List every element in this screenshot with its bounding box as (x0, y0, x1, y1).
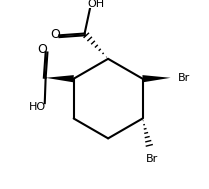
Polygon shape (143, 75, 171, 82)
Text: Br: Br (177, 73, 190, 83)
Text: Br: Br (146, 154, 158, 164)
Text: HO: HO (29, 102, 46, 112)
Text: O: O (50, 28, 60, 41)
Text: O: O (38, 43, 47, 56)
Text: OH: OH (87, 0, 104, 9)
Polygon shape (46, 75, 74, 82)
